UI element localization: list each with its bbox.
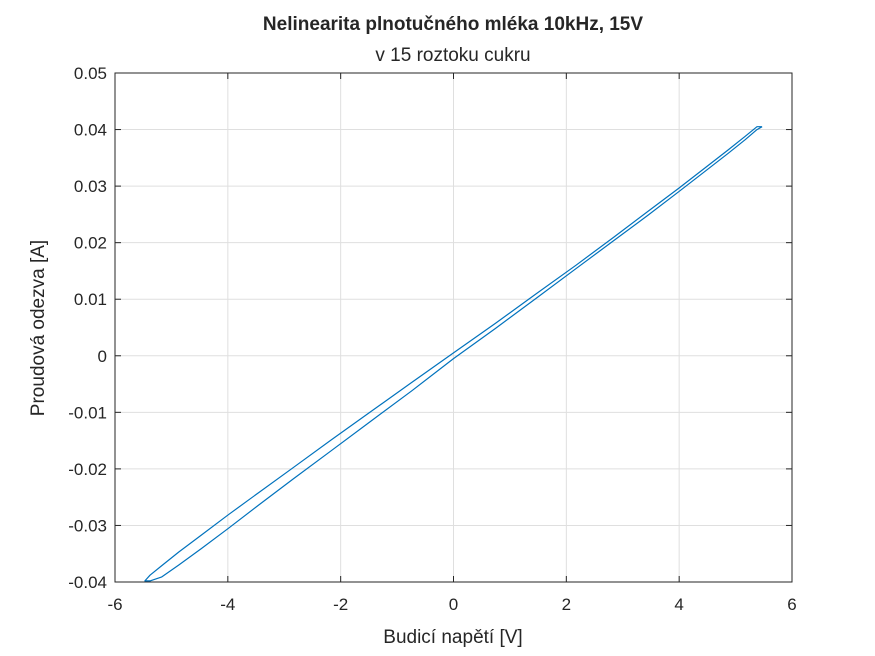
y-tick-label: 0: [98, 347, 107, 366]
ticks: -6 -4 -2 0 2 4 6 -0.04 -0.03 -0.02 -0.01 0 0.01 0.02 0…: [68, 64, 796, 614]
y-tick-label: -0.02: [68, 460, 107, 479]
y-axis-label: Proudová odezva [A]: [28, 240, 49, 416]
data-layer: [144, 126, 763, 582]
y-tick-label: 0.02: [74, 234, 107, 253]
x-tick-label: -6: [107, 595, 122, 614]
y-tick-label: 0.01: [74, 290, 107, 309]
y-tick-label: 0.05: [74, 64, 107, 83]
x-tick-label: -2: [333, 595, 348, 614]
chart-title: Nelinearita plnotučného mléka 10kHz, 15V: [263, 14, 643, 35]
x-tick-label: 2: [562, 595, 571, 614]
chart-subtitle: v 15 roztoku cukru: [375, 45, 530, 66]
x-tick-label: 4: [674, 595, 683, 614]
series-line-0: [144, 126, 763, 582]
x-tick-label: 6: [787, 595, 796, 614]
y-tick-label: -0.01: [68, 403, 107, 422]
y-tick-label: -0.03: [68, 516, 107, 535]
y-tick-label: 0.03: [74, 177, 107, 196]
x-axis-label: Budicí napětí [V]: [383, 627, 522, 648]
x-tick-label: 0: [449, 595, 458, 614]
y-tick-label: -0.04: [68, 573, 107, 592]
y-tick-label: 0.04: [74, 121, 107, 140]
x-tick-label: -4: [220, 595, 235, 614]
